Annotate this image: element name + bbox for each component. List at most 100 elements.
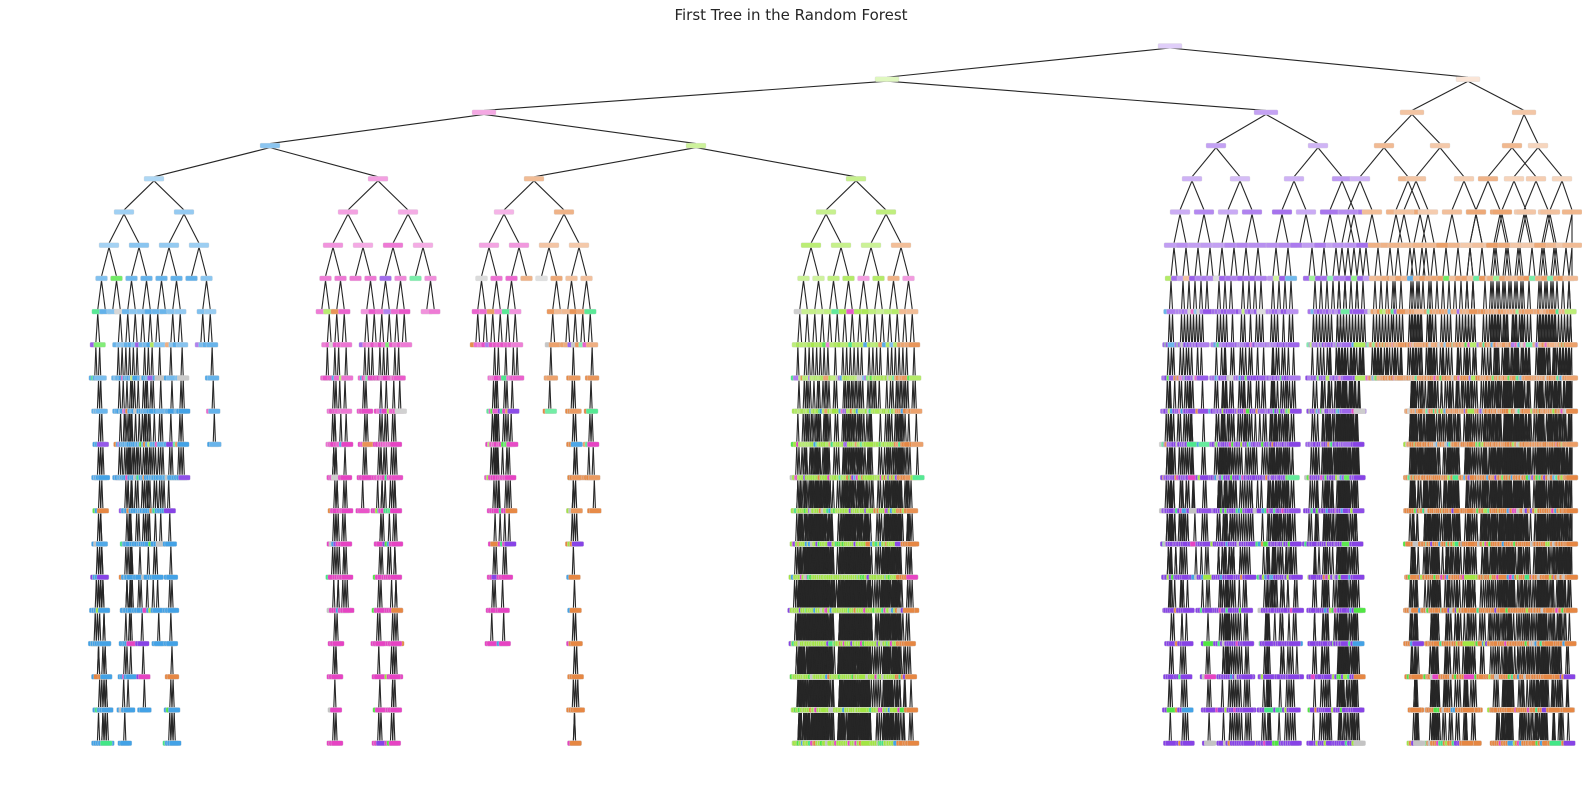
tree-edge [172,646,173,675]
tree-edge [348,214,363,243]
tree-edge [860,280,864,309]
tree-edge [336,380,337,409]
tree-edge [335,347,336,376]
tree-edge [887,380,888,409]
tree-edge [123,380,124,409]
tree-edge [811,214,826,243]
tree-edge [162,413,163,442]
tree-edge [395,679,396,708]
tree-edge [593,446,594,475]
tree-edge [109,247,117,276]
tree-edge [815,280,819,309]
tree-edge [344,314,346,343]
tree-edge [127,380,128,409]
tree-edge [100,347,101,376]
tree-edge [161,380,162,409]
tree-edge [401,280,405,309]
tree-edge [800,280,804,309]
tree-edge [549,247,557,276]
tree-edge [416,247,424,276]
tree-edge [154,148,270,177]
tree-edge [393,214,408,243]
tree-edge [839,446,840,475]
tree-edge [589,446,590,475]
tree-edge [870,513,871,542]
tree-edge [478,314,480,343]
tree-edge [572,280,576,309]
tree-edge [820,413,821,442]
tree-edge [392,579,393,608]
tree-edge [809,347,810,376]
tree-edge [346,480,347,509]
tree-edge [347,579,348,608]
tree-edge [380,612,381,641]
tree-edge [132,579,133,608]
tree-edge [894,247,902,276]
tree-edge [579,247,587,276]
tree-edge [837,314,839,343]
tree-edge [369,347,370,376]
tree-edge [873,480,874,509]
tree-edge [845,280,849,309]
tree-edge [141,314,143,343]
tree-edge [591,380,592,409]
tree-edge [177,280,181,309]
tree-edge [550,380,551,409]
tree-edge [871,546,872,575]
tree-edge [833,480,834,509]
tree-edge [337,314,339,343]
tree-edge [378,181,408,210]
tree-edge [346,347,347,376]
tree-edge [551,314,553,343]
tree-edge [826,214,841,243]
tree-edge [98,314,100,343]
tree-edge [327,314,329,343]
tree-edge [856,181,886,210]
tree-edge [333,546,334,575]
tree-edge [497,280,501,309]
tree-edge [98,280,102,309]
tree-edge [158,314,160,343]
tree-edge [549,214,564,243]
tree-edge [381,513,382,542]
tree-edge [155,446,156,475]
tree-edge [367,280,371,309]
tree-edge [169,480,170,509]
tree-edge [423,247,431,276]
tree-edge [386,380,387,409]
tree-edge [557,280,561,309]
tree-edge [340,380,341,409]
tree-edge [507,380,508,409]
tree-edge [850,347,851,376]
tree-edge [137,347,138,376]
tree-edge [834,280,838,309]
tree-edge [573,314,575,343]
tree-edge [96,314,98,343]
tree-edge [106,679,107,708]
tree-edge [382,280,386,309]
tree-edge [326,247,334,276]
tree-edge [164,480,165,509]
tree-edge [810,380,811,409]
tree-edge [382,413,383,442]
tree-edge [394,646,395,675]
tree-edge [592,413,593,442]
tree-edge [542,247,550,276]
tree-edge [587,280,591,309]
tree-edge [396,579,397,608]
tree-edge [553,314,555,343]
tree-edge [171,314,173,343]
tree-edge [127,579,128,608]
tree-edge [506,314,508,343]
tree-edge [873,347,874,376]
tree-edge [799,446,800,475]
tree-edge [363,480,364,509]
tree-edge [879,380,880,409]
tree-edge [128,480,129,509]
tree-edge [173,280,177,309]
tree-edge [503,579,504,608]
tree-edge [890,280,894,309]
tree-edge [342,314,344,343]
tree-edge [381,446,382,475]
tree-edge [508,413,509,442]
